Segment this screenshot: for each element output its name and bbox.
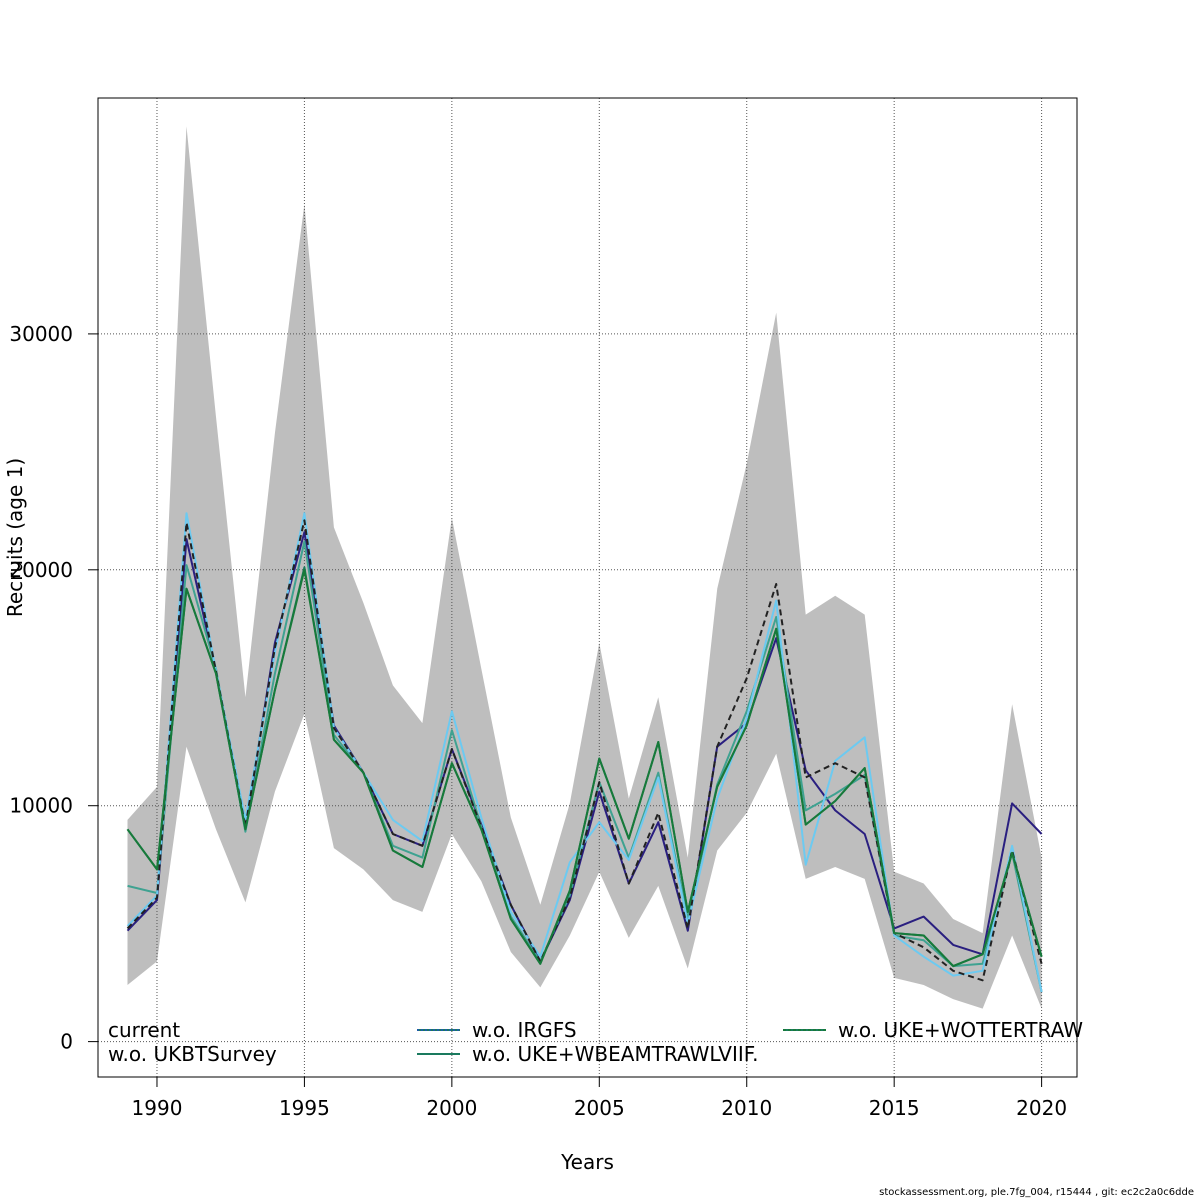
legend-label-4: w.o. UKE+WOTTERTRAW — [838, 1018, 1083, 1042]
x-tick-label-1990: 1990 — [132, 1096, 183, 1120]
plot-border — [97, 97, 1078, 1078]
y-tick-label-30000: 30000 — [9, 322, 73, 346]
y-axis-label: Recruits (age 1) — [3, 458, 27, 617]
x-tick-label-1995: 1995 — [279, 1096, 330, 1120]
y-tick-label-20000: 20000 — [9, 558, 73, 582]
y-tick-label-0: 0 — [60, 1030, 73, 1054]
legend-label-0: current — [108, 1018, 180, 1042]
x-tick-label-2020: 2020 — [1016, 1096, 1067, 1120]
y-tick-label-10000: 10000 — [9, 794, 73, 818]
x-tick-label-2000: 2000 — [426, 1096, 477, 1120]
x-axis-label: Years — [560, 1150, 614, 1174]
legend-label-1: w.o. UKBTSurvey — [108, 1042, 277, 1066]
legend-label-2: w.o. IRGFS — [472, 1018, 577, 1042]
x-tick-label-2010: 2010 — [721, 1096, 772, 1120]
series-line-4 — [126, 519, 1043, 982]
series-line-5 — [126, 568, 1043, 968]
legend-label-3: w.o. UKE+WBEAMTRAWLVIIF. — [472, 1042, 758, 1066]
x-tick-label-2005: 2005 — [574, 1096, 625, 1120]
footer-credit: stockassessment.org, ple.7fg_004, r15444… — [879, 1187, 1194, 1198]
x-tick-label-2015: 2015 — [869, 1096, 920, 1120]
confidence-band — [127, 126, 1042, 1009]
